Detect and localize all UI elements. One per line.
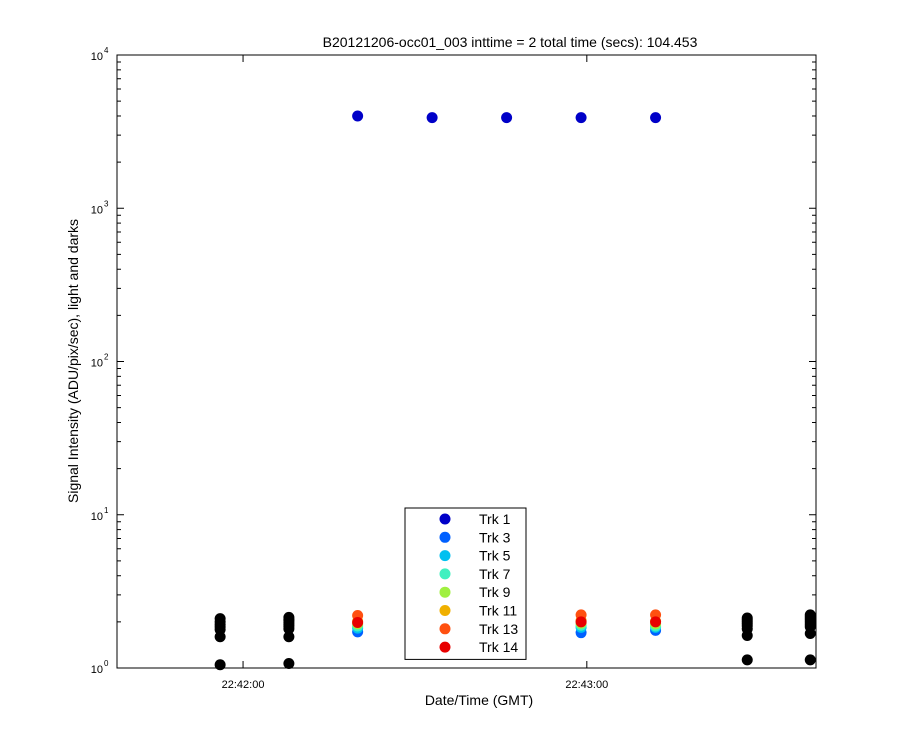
point-dark (283, 611, 295, 623)
legend-marker (439, 550, 451, 562)
point-trk-1 (352, 110, 364, 122)
y-tick-exponent: 0 (104, 659, 109, 668)
point-trk-14 (650, 616, 662, 628)
legend: Trk 1 Trk 3 Trk 5 Trk 7 Trk 9 Trk 11 Trk 13 Trk… (404, 507, 527, 660)
legend-label: Trk 5 (479, 548, 511, 564)
point-trk-1 (426, 112, 438, 124)
x-axis: 22:42:00 22:43:00 (222, 55, 608, 691)
point-trk-1 (650, 112, 662, 124)
minor-ticks (117, 61, 816, 623)
legend-marker (439, 531, 451, 543)
point-dark (214, 613, 226, 625)
point-trk-14 (352, 617, 364, 629)
legend-label: Trk 14 (479, 639, 518, 655)
point-trk-1 (501, 112, 513, 124)
y-tick-label: 10 (91, 51, 103, 63)
legend-label: Trk 13 (479, 621, 518, 637)
point-dark (741, 654, 753, 666)
y-tick-exponent: 1 (104, 506, 109, 515)
legend-label: Trk 11 (479, 603, 517, 619)
point-dark (804, 609, 816, 621)
legend-box (404, 507, 527, 660)
chart-title: B20121206-occ01_003 inttime = 2 total ti… (323, 34, 698, 50)
x-tick-label: 22:42:00 (222, 679, 265, 691)
y-tick-exponent: 2 (104, 353, 109, 362)
point-dark (804, 654, 816, 666)
point-trk-1 (575, 112, 587, 124)
legend-marker (439, 568, 451, 580)
y-tick-label: 10 (91, 511, 103, 523)
point-dark (283, 631, 295, 643)
point-dark (214, 659, 226, 671)
y-tick-exponent: 3 (104, 199, 109, 208)
y-tick-label: 10 (91, 358, 103, 370)
legend-marker (439, 605, 451, 616)
x-axis-label: Date/Time (GMT) (425, 692, 533, 708)
x-tick-label: 22:43:00 (565, 679, 608, 691)
point-dark (741, 612, 753, 624)
y-tick-exponent: 4 (104, 46, 109, 55)
legend-label: Trk 9 (479, 584, 511, 600)
legend-marker (439, 586, 451, 598)
legend-marker (439, 513, 451, 525)
legend-label: Trk 1 (479, 511, 511, 527)
point-dark (283, 657, 295, 669)
legend-marker (439, 641, 451, 653)
legend-marker (439, 623, 451, 635)
legend-label: Trk 7 (479, 566, 511, 582)
y-tick-label: 10 (91, 204, 103, 216)
legend-label: Trk 3 (479, 529, 511, 545)
plot-frame (116, 54, 817, 669)
point-trk-14 (575, 616, 587, 628)
y-tick-label: 10 (91, 664, 103, 676)
y-axis-label: Signal Intensity (ADU/pix/sec), light an… (65, 219, 81, 503)
